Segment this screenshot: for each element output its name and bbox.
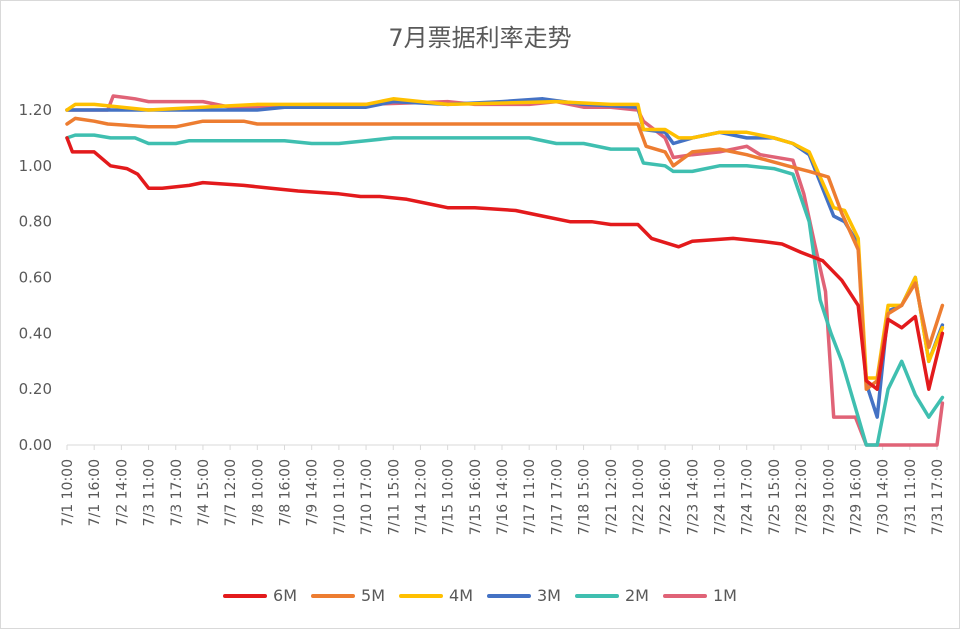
x-tick-label: 7/29 10:00 xyxy=(821,459,837,535)
x-tick-label: 7/17 17:00 xyxy=(549,459,565,535)
x-tick-label: 7/18 15:00 xyxy=(577,459,593,535)
x-tick-label: 7/10 17:00 xyxy=(359,459,375,535)
x-tick-label: 7/10 11:00 xyxy=(332,459,348,535)
legend-swatch xyxy=(487,593,531,598)
x-tick-label: 7/4 15:00 xyxy=(196,459,212,526)
x-tick-label: 7/22 10:00 xyxy=(631,459,647,535)
x-tick-label: 7/1 10:00 xyxy=(60,459,76,526)
x-tick-label: 7/23 14:00 xyxy=(685,459,701,535)
legend-item-5m: 5M xyxy=(311,586,385,605)
legend-swatch xyxy=(574,593,619,598)
x-tick-label: 7/7 12:00 xyxy=(223,459,239,526)
series-line-4m xyxy=(65,97,945,380)
y-tick-label: 0.00 xyxy=(19,436,52,454)
legend-swatch xyxy=(311,593,356,598)
x-tick-label: 7/16 14:00 xyxy=(495,459,511,535)
x-tick-label: 7/15 16:00 xyxy=(468,459,484,535)
x-tick-label: 7/3 11:00 xyxy=(142,459,158,526)
legend-item-6m: 6M xyxy=(223,586,297,605)
x-tick-label: 7/2 14:00 xyxy=(114,459,130,526)
x-tick-label: 7/17 11:00 xyxy=(522,459,538,535)
x-tick-label: 7/8 16:00 xyxy=(278,459,294,526)
series-line-2m xyxy=(65,133,945,447)
legend-item-3m: 3M xyxy=(487,586,561,605)
legend: 6M 5M 4M 3M 2M 1M xyxy=(0,586,960,605)
x-tick-label: 7/24 11:00 xyxy=(713,459,729,535)
legend-item-1m: 1M xyxy=(662,586,737,605)
x-tick-label: 7/24 17:00 xyxy=(740,459,756,535)
legend-swatch xyxy=(223,593,268,598)
x-tick-label: 7/30 14:00 xyxy=(876,459,892,535)
legend-label: 6M xyxy=(273,586,298,605)
y-tick-label: 0.40 xyxy=(19,324,52,342)
x-tick-label: 7/21 12:00 xyxy=(604,459,620,535)
x-tick-label: 7/31 11:00 xyxy=(903,459,919,535)
x-tick-label: 7/1 16:00 xyxy=(87,459,103,526)
x-tick-label: 7/11 15:00 xyxy=(386,459,402,535)
legend-item-4m: 4M xyxy=(399,586,473,605)
y-tick-label: 0.20 xyxy=(19,380,52,398)
series-line-6m xyxy=(65,136,945,391)
x-tick-label: 7/8 10:00 xyxy=(250,459,266,526)
x-tick-label: 7/9 14:00 xyxy=(305,459,321,526)
legend-label: 4M xyxy=(449,586,473,605)
x-tick-label: 7/29 16:00 xyxy=(848,459,864,535)
series-line-1m xyxy=(65,94,945,447)
legend-item-2m: 2M xyxy=(574,586,649,605)
legend-label: 2M xyxy=(624,586,649,605)
y-tick-label: 1.20 xyxy=(19,101,52,119)
y-tick-label: 1.00 xyxy=(19,157,52,175)
y-tick-label: 0.80 xyxy=(19,213,52,231)
x-tick-label: 7/15 10:00 xyxy=(441,459,457,535)
x-tick-label: 7/22 16:00 xyxy=(658,459,674,535)
x-tick-label: 7/28 12:00 xyxy=(794,459,810,535)
series-line-3m xyxy=(65,97,945,419)
legend-label: 1M xyxy=(712,586,737,605)
legend-swatch xyxy=(662,593,707,598)
x-tick-label: 7/31 17:00 xyxy=(930,459,946,535)
y-tick-label: 0.60 xyxy=(19,269,52,287)
x-tick-label: 7/3 17:00 xyxy=(169,459,185,526)
x-tick-label: 7/14 12:00 xyxy=(413,459,429,535)
legend-label: 3M xyxy=(537,586,561,605)
chart-title: 7月票据利率走势 xyxy=(388,24,572,52)
legend-label: 5M xyxy=(361,586,386,605)
x-tick-label: 7/25 15:00 xyxy=(767,459,783,535)
legend-swatch xyxy=(399,593,444,598)
